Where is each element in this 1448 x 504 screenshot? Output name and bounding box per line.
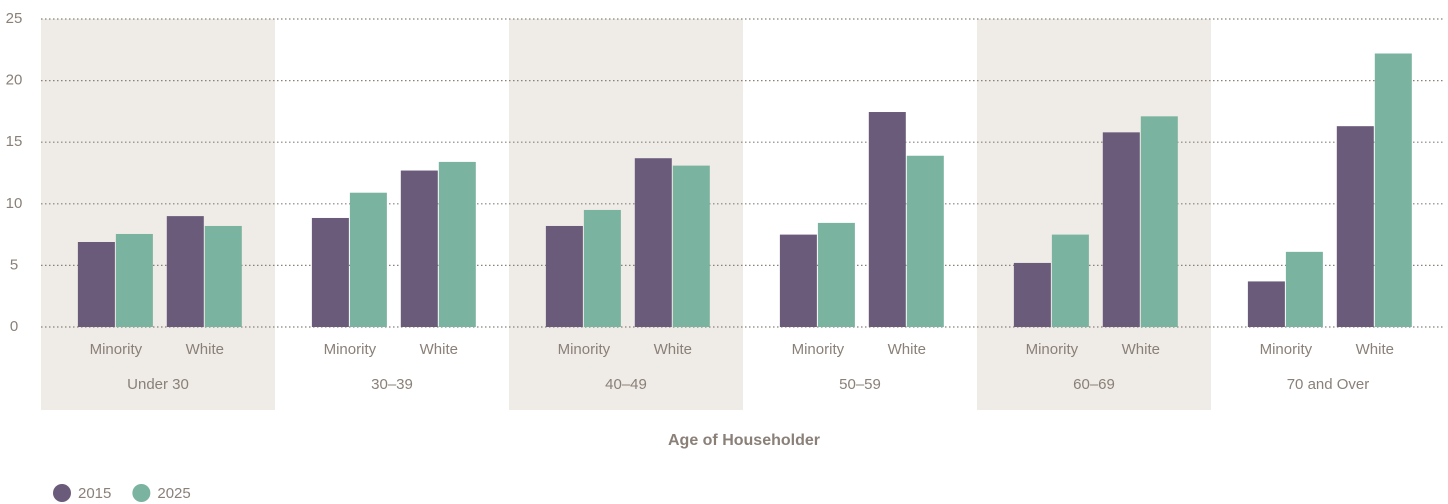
group-label: 60–69	[1073, 376, 1115, 393]
bar	[545, 225, 583, 327]
y-tick-label: 20	[6, 72, 23, 89]
bar	[1336, 126, 1374, 328]
x-tick-label: White	[1356, 341, 1394, 358]
x-tick-label: White	[888, 341, 926, 358]
bar	[311, 217, 349, 327]
bar	[115, 233, 153, 327]
x-tick-label: Minority	[558, 341, 611, 358]
bar	[400, 170, 438, 327]
bar	[1013, 262, 1051, 327]
y-tick-label: 15	[6, 133, 23, 150]
bar	[868, 112, 906, 328]
legend-label: 2025	[157, 485, 190, 502]
bar	[1285, 251, 1323, 327]
legend-swatch	[132, 484, 151, 502]
bar	[1247, 281, 1285, 327]
group-label: 70 and Over	[1287, 376, 1370, 393]
y-tick-label: 0	[10, 318, 18, 335]
bar	[438, 161, 476, 327]
legend-swatch	[53, 484, 71, 502]
x-tick-label: White	[420, 341, 458, 358]
group-band	[41, 19, 275, 410]
y-tick-label: 25	[6, 10, 23, 27]
bar	[672, 165, 710, 327]
group-label: 40–49	[605, 376, 647, 393]
group-label: Under 30	[127, 376, 189, 393]
x-tick-label: Minority	[1026, 341, 1079, 358]
x-tick-label: Minority	[1260, 341, 1313, 358]
bar	[906, 155, 944, 327]
legend-label: 2015	[78, 485, 111, 502]
x-tick-label: White	[186, 341, 224, 358]
x-tick-label: Minority	[324, 341, 377, 358]
bar	[1051, 234, 1089, 327]
x-axis-title: Age of Householder	[668, 432, 820, 449]
bar	[583, 209, 621, 327]
bar	[634, 158, 672, 327]
bar	[1374, 53, 1412, 327]
bar	[77, 241, 115, 327]
bar	[166, 216, 204, 327]
y-tick-label: 10	[6, 195, 23, 212]
bar	[204, 225, 242, 327]
x-tick-label: White	[654, 341, 692, 358]
bar	[779, 234, 817, 327]
bar	[1140, 116, 1178, 327]
group-label: 30–39	[371, 376, 413, 393]
bar	[349, 192, 387, 327]
x-tick-label: White	[1122, 341, 1160, 358]
bar	[1102, 132, 1140, 327]
group-label: 50–59	[839, 376, 881, 393]
bar	[817, 222, 855, 327]
x-tick-label: Minority	[90, 341, 143, 358]
y-tick-label: 5	[10, 256, 18, 273]
x-tick-label: Minority	[792, 341, 845, 358]
